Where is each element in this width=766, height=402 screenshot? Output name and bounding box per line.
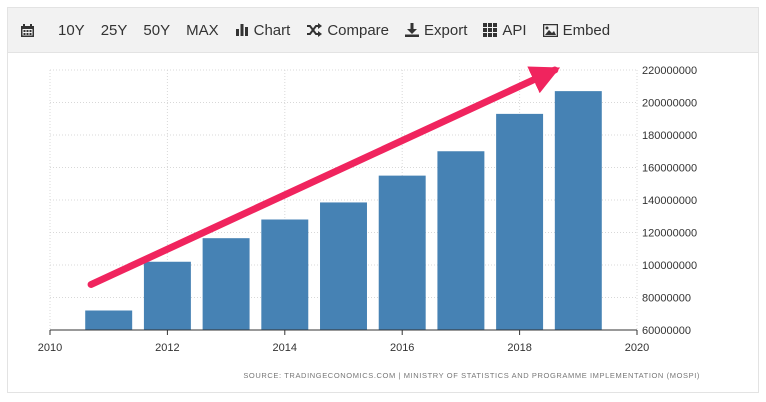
api-button[interactable]: API [475,15,534,45]
range-25y-button[interactable]: 25Y [93,15,136,45]
range-50y-label: 50Y [143,21,171,39]
bar [378,175,426,330]
embed-label: Embed [562,21,611,39]
chart-toolbar: 10Y 25Y 50Y MAX Chart Compare Export [8,8,758,53]
range-max-label: MAX [186,21,219,39]
x-tick-label: 2010 [38,342,62,354]
y-tick-label: 120000000 [642,228,697,240]
range-50y-button[interactable]: 50Y [135,15,178,45]
chart-type-label: Chart [253,21,291,39]
range-10y-label: 10Y [58,21,85,39]
bar [437,151,485,330]
trend-arrow [87,66,561,288]
bar [554,91,602,330]
y-tick-label: 80000000 [642,293,691,305]
bar [496,113,544,330]
embed-button[interactable]: Embed [535,15,619,45]
calendar-icon [21,23,34,37]
grid-icon [483,23,498,37]
export-label: Export [424,21,468,39]
bar [202,238,250,330]
chart-bars [85,91,602,330]
bar-chart-icon [235,24,248,36]
y-tick-label: 100000000 [642,260,697,272]
y-tick-label: 140000000 [642,195,697,207]
download-icon [405,23,420,37]
x-axis-ticks: 2010 2012 2014 2016 2018 2020 [38,329,649,354]
trend-annotation [87,66,561,288]
shuffle-icon [307,23,323,37]
export-button[interactable]: Export [397,15,475,45]
y-axis-ticks: 60000000 80000000 100000000 120000000 140000… [642,65,697,337]
calendar-button[interactable] [16,15,50,45]
compare-label: Compare [327,21,390,39]
x-tick-label: 2016 [390,342,414,354]
range-25y-label: 25Y [100,21,128,39]
x-tick-label: 2012 [155,342,179,354]
bar [320,202,367,330]
bar [85,310,133,330]
x-tick-label: 2018 [507,342,531,354]
range-10y-button[interactable]: 10Y [50,15,93,45]
chart-type-button[interactable]: Chart [227,15,299,45]
x-tick-label: 2020 [625,342,649,354]
bar [261,219,309,330]
y-tick-label: 180000000 [642,130,697,142]
api-label: API [502,21,527,39]
range-max-button[interactable]: MAX [178,15,227,45]
compare-button[interactable]: Compare [298,15,397,45]
x-tick-label: 2014 [273,342,297,354]
y-tick-label: 200000000 [642,98,697,110]
y-tick-label: 60000000 [642,325,691,337]
source-note: SOURCE: TRADINGECONOMICS.COM | MINISTRY … [243,371,700,380]
bar [143,261,191,330]
y-tick-label: 220000000 [642,65,697,77]
image-icon [542,23,558,37]
y-tick-label: 160000000 [642,163,697,175]
